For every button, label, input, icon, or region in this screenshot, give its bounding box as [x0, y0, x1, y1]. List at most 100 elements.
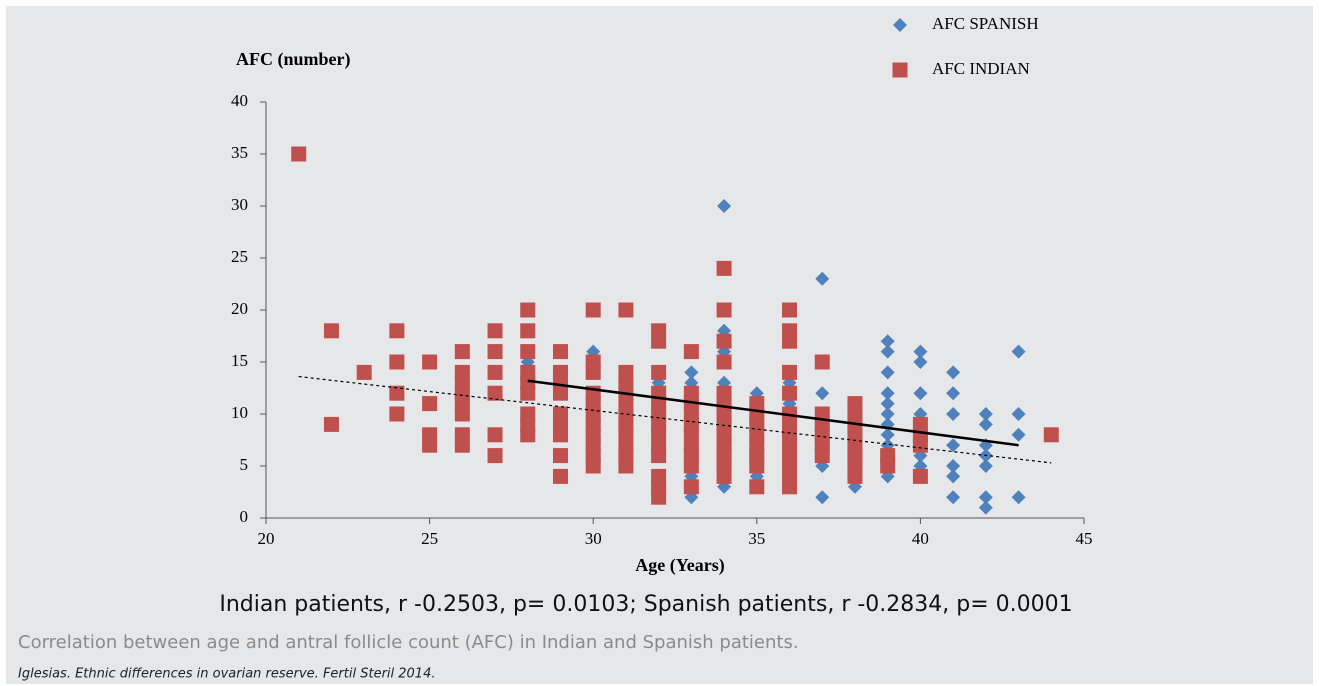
point: [1011, 490, 1026, 505]
x-tick-label: 40: [912, 529, 929, 548]
point: [815, 490, 830, 505]
point: [1011, 344, 1026, 359]
legend-label: AFC INDIAN: [932, 59, 1030, 78]
y-tick-label: 20: [231, 299, 248, 318]
point: [454, 437, 470, 453]
point: [487, 385, 503, 401]
point: [946, 490, 961, 505]
point: [782, 364, 798, 380]
point: [552, 385, 568, 401]
point: [946, 469, 961, 484]
point: [880, 365, 895, 380]
point: [946, 386, 961, 401]
point: [893, 18, 907, 32]
point: [1043, 427, 1059, 443]
point: [552, 468, 568, 484]
point: [684, 365, 699, 380]
point: [814, 354, 830, 370]
point: [487, 364, 503, 380]
x-tick-label: 35: [748, 529, 765, 548]
point: [356, 364, 372, 380]
point: [912, 437, 928, 453]
point: [1011, 407, 1026, 421]
point: [814, 448, 830, 464]
point: [651, 448, 667, 464]
point: [880, 458, 896, 474]
point: [782, 302, 798, 318]
point: [880, 407, 895, 421]
point: [978, 490, 993, 505]
point: [880, 427, 895, 442]
point: [552, 427, 568, 443]
point: [717, 199, 732, 213]
point: [389, 406, 405, 422]
point: [782, 333, 798, 349]
point: [520, 427, 536, 443]
point: [520, 385, 536, 401]
x-tick-label: 20: [258, 529, 275, 548]
source: Iglesias. Ethnic differences in ovarian …: [18, 667, 436, 682]
x-tick-label: 25: [421, 529, 438, 548]
point: [913, 386, 928, 401]
point: [912, 468, 928, 484]
annotation: Indian patients, r -0.2503, p= 0.0103; S…: [219, 592, 1072, 617]
y-tick-label: 0: [240, 507, 249, 526]
point: [782, 385, 798, 401]
point: [323, 416, 339, 432]
point: [1011, 427, 1026, 442]
point: [520, 344, 536, 360]
point: [946, 407, 961, 421]
point: [552, 448, 568, 464]
point: [683, 458, 699, 474]
y-tick-label: 5: [240, 455, 249, 474]
point: [978, 417, 993, 432]
point: [978, 500, 993, 515]
point: [892, 62, 908, 78]
point: [487, 448, 503, 464]
point: [323, 323, 339, 339]
point: [716, 302, 732, 318]
point: [716, 260, 732, 276]
point: [422, 396, 438, 412]
point: [683, 479, 699, 495]
point: [651, 333, 667, 349]
point: [487, 344, 503, 360]
point: [880, 396, 895, 411]
x-tick-label: 45: [1076, 529, 1093, 548]
point: [585, 364, 601, 380]
point: [716, 468, 732, 484]
point: [913, 344, 928, 359]
point: [422, 437, 438, 453]
point: [291, 146, 307, 162]
point: [716, 354, 732, 370]
point: [651, 364, 667, 380]
point: [749, 479, 765, 495]
point: [552, 344, 568, 360]
point: [487, 427, 503, 443]
point: [782, 479, 798, 495]
point: [454, 406, 470, 422]
caption: Correlation between age and antral folli…: [18, 632, 799, 653]
point: [880, 386, 895, 401]
point: [454, 344, 470, 360]
point: [389, 354, 405, 370]
point: [618, 458, 634, 474]
y-axis-label: AFC (number): [236, 49, 351, 70]
trend-line: [527, 379, 1019, 447]
point: [749, 458, 765, 474]
point: [585, 302, 601, 318]
y-tick-label: 40: [231, 91, 248, 110]
x-axis-label: Age (Years): [635, 555, 724, 576]
y-tick-label: 15: [231, 351, 248, 370]
point: [520, 323, 536, 339]
point: [978, 459, 993, 473]
y-tick-label: 35: [231, 143, 248, 162]
point: [683, 344, 699, 360]
point: [520, 302, 536, 318]
legend-label: AFC SPANISH: [932, 14, 1039, 33]
point: [880, 344, 895, 359]
point: [815, 271, 830, 286]
point: [422, 354, 438, 370]
